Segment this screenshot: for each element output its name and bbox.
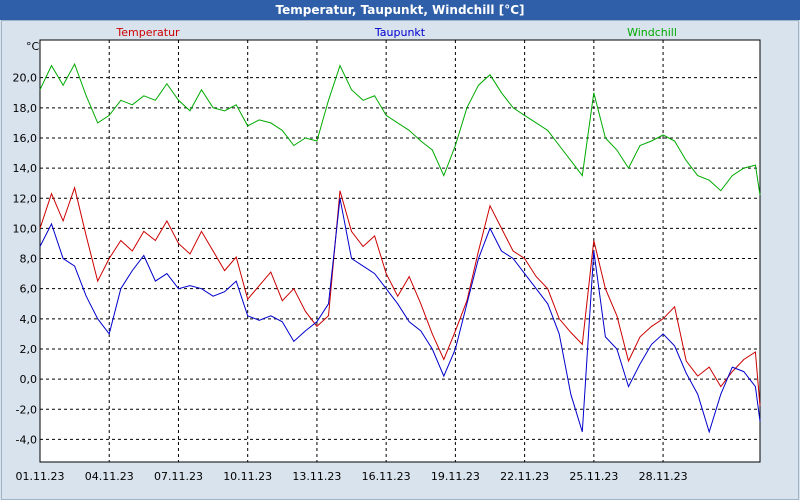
y-tick-label: 2,0: [20, 343, 38, 356]
legend-taupunkt: Taupunkt: [374, 26, 426, 39]
y-axis-unit: °C: [26, 40, 40, 53]
y-tick-label: 12,0: [13, 192, 38, 205]
x-tick-label: 10.11.23: [223, 470, 272, 483]
y-tick-label: 4,0: [20, 313, 38, 326]
x-tick-label: 19.11.23: [431, 470, 480, 483]
x-tick-label: 28.11.23: [639, 470, 688, 483]
y-tick-label: 0,0: [20, 373, 38, 386]
series-line-taupunkt: [39, 198, 761, 434]
y-tick-label: -4,0: [16, 433, 37, 446]
series-lines: [39, 62, 761, 434]
legend-windchill: Windchill: [627, 26, 677, 39]
x-tick-label: 07.11.23: [154, 470, 203, 483]
x-tick-label: 25.11.23: [569, 470, 618, 483]
series-line-windchill: [39, 62, 761, 196]
y-tick-label: 18,0: [13, 102, 38, 115]
y-tick-label: 14,0: [13, 162, 38, 175]
x-tick-labels: 01.11.23 04.11.23 07.11.23 10.11.23 13.11.23…: [16, 470, 688, 483]
y-tick-label: 10,0: [13, 222, 38, 235]
x-tick-label: 22.11.23: [500, 470, 549, 483]
legend-temperatur: Temperatur: [115, 26, 180, 39]
y-tick-label: 6,0: [20, 283, 38, 296]
x-tick-label: 13.11.23: [292, 470, 341, 483]
chart-title: Temperatur, Taupunkt, Windchill [°C]: [0, 0, 800, 20]
plot-area: [39, 39, 761, 463]
x-tick-label: 04.11.23: [85, 470, 134, 483]
y-tick-label: 8,0: [20, 253, 38, 266]
y-tick-label: 16,0: [13, 132, 38, 145]
y-tick-labels: 20,0 18,0 16,0 14,0 12,0 10,0 8,0 6,0 4,0 2,0 0,0 -…: [13, 72, 38, 447]
series-line-temperatur: [39, 185, 761, 407]
x-tick-label: 01.11.23: [16, 470, 65, 483]
y-tick-label: 20,0: [13, 72, 38, 85]
y-tick-label: -2,0: [16, 403, 37, 416]
x-tick-label: 16.11.23: [362, 470, 411, 483]
